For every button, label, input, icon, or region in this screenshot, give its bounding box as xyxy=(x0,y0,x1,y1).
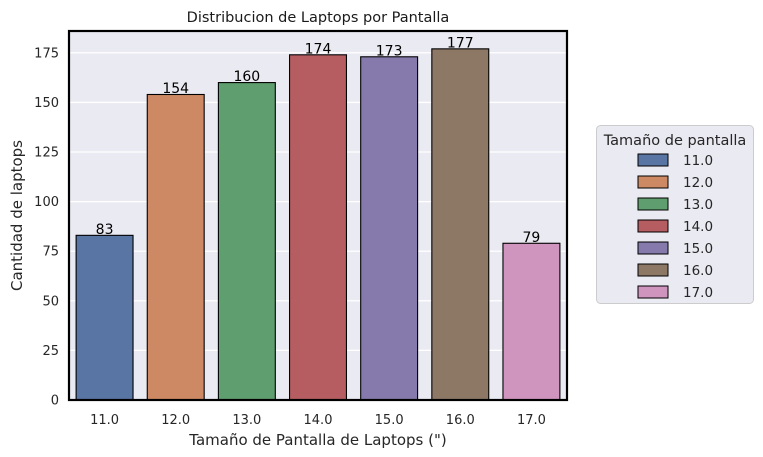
bar xyxy=(360,56,419,401)
bar-labels: 83 154 160 174 173 177 79 xyxy=(96,35,541,245)
bar-data-label: 174 xyxy=(305,41,332,57)
legend-label: 15.0 xyxy=(683,241,713,257)
legend: Tamaño de pantalla 11.012.013.014.015.01… xyxy=(596,125,754,304)
bar xyxy=(288,54,348,401)
legend-label: 16.0 xyxy=(683,263,713,279)
x-tick-label: 13.0 xyxy=(232,413,261,428)
legend-label: 17.0 xyxy=(683,285,713,301)
bar xyxy=(431,48,490,401)
legend-label: 13.0 xyxy=(683,197,713,213)
bar xyxy=(217,82,276,401)
bar-data-label: 83 xyxy=(96,222,114,238)
bar xyxy=(502,242,561,401)
legend-swatch xyxy=(637,175,669,189)
legend-swatch xyxy=(637,219,669,233)
y-tick-label: 125 xyxy=(34,146,59,161)
y-tick-label: 100 xyxy=(34,195,59,210)
x-tick-label: 17.0 xyxy=(517,413,546,428)
legend-label: 12.0 xyxy=(683,175,713,191)
legend-swatch xyxy=(637,153,669,167)
bar-data-label: 173 xyxy=(376,43,403,59)
plot-frame xyxy=(67,29,569,402)
bar-data-label: 79 xyxy=(523,230,541,246)
x-ticks: 11.0 12.0 13.0 14.0 15.0 16.0 17.0 xyxy=(90,413,546,428)
legend-entries: 11.0 12.0 13.0 14.0 15.0 16.0 17.0 xyxy=(637,153,713,301)
y-tick-label: 25 xyxy=(42,344,59,359)
bars xyxy=(75,48,561,401)
bar-data-label: 160 xyxy=(233,69,260,85)
y-axis-title: Cantidad de laptops xyxy=(8,140,26,291)
bar-data-label: 154 xyxy=(162,81,189,97)
legend-swatch xyxy=(637,263,669,277)
legend-label: 14.0 xyxy=(683,219,713,235)
legend-swatch xyxy=(637,197,669,211)
x-tick-label: 15.0 xyxy=(375,413,404,428)
y-ticks: 0 25 50 75 100 125 150 175 xyxy=(34,46,59,408)
y-tick-label: 0 xyxy=(51,394,59,409)
x-tick-label: 12.0 xyxy=(161,413,190,428)
x-tick-label: 11.0 xyxy=(90,413,119,428)
legend-swatch xyxy=(637,241,669,255)
y-tick-label: 175 xyxy=(34,46,59,61)
legend-box xyxy=(596,125,754,304)
legend-title: Tamaño de pantalla xyxy=(603,133,747,149)
y-tick-label: 50 xyxy=(42,294,59,309)
chart-title: Distribucion de Laptops por Pantalla xyxy=(187,10,450,26)
y-tick-label: 75 xyxy=(42,245,59,260)
bar-data-label: 177 xyxy=(447,35,474,51)
bar xyxy=(146,93,205,401)
x-tick-label: 14.0 xyxy=(304,413,333,428)
x-axis-title: Tamaño de Pantalla de Laptops (") xyxy=(188,431,446,449)
y-tick-label: 150 xyxy=(34,96,59,111)
legend-swatch xyxy=(637,285,669,299)
x-tick-label: 16.0 xyxy=(446,413,475,428)
bar xyxy=(75,234,134,401)
legend-label: 11.0 xyxy=(683,153,713,169)
